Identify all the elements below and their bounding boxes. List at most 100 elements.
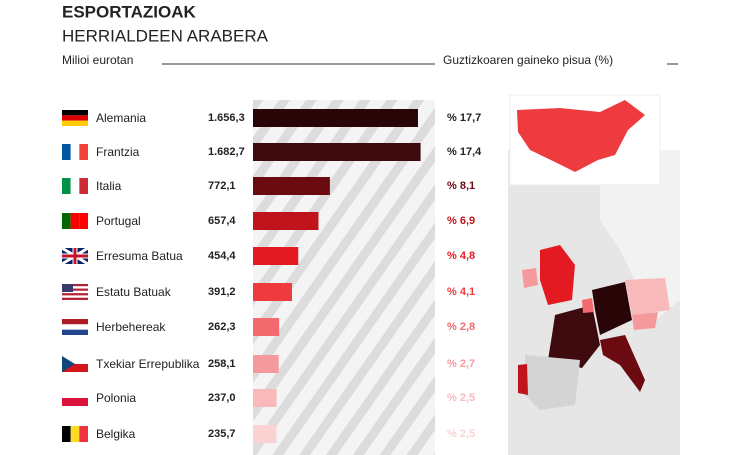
value-label: 1.682,7 xyxy=(208,146,245,158)
share-box xyxy=(440,424,484,444)
label-box xyxy=(92,246,200,266)
bar xyxy=(253,355,279,373)
label-box xyxy=(92,354,200,374)
flag-part xyxy=(62,110,88,116)
value-label: 1.656,3 xyxy=(208,112,245,124)
share-box xyxy=(440,246,484,266)
flag-part xyxy=(62,290,88,294)
share-box xyxy=(440,211,484,231)
flag-part xyxy=(62,356,88,364)
bar xyxy=(253,212,319,230)
bar xyxy=(253,109,418,127)
flag-part xyxy=(62,297,88,300)
map xyxy=(508,94,680,455)
flag xyxy=(62,390,88,406)
share-label: % 2,5 xyxy=(447,392,475,404)
category-label: Frantzia xyxy=(96,145,140,159)
share-axis-label: Guztizkoaren gaineko pisua (%) xyxy=(443,53,613,67)
share-box xyxy=(440,176,484,196)
value-axis-label: Milioi eurotan xyxy=(62,53,133,67)
flag xyxy=(62,426,88,442)
flag-part xyxy=(62,390,88,398)
share-label: % 6,9 xyxy=(447,215,475,227)
value-label: 657,4 xyxy=(208,215,236,227)
share-label: % 2,5 xyxy=(447,428,475,440)
label-box xyxy=(92,176,200,196)
flag xyxy=(62,144,88,160)
flag-part xyxy=(62,284,88,287)
bar xyxy=(253,283,292,301)
label-box xyxy=(92,211,200,231)
flag xyxy=(62,356,88,372)
category-label: Polonia xyxy=(96,391,136,405)
category-label: Erresuma Batua xyxy=(96,249,183,263)
flag-part xyxy=(79,213,88,229)
bar xyxy=(253,389,277,407)
share-label: % 8,1 xyxy=(447,180,475,192)
bar xyxy=(253,425,277,443)
share-box xyxy=(440,282,484,302)
share-label: % 17,7 xyxy=(447,112,481,124)
category-label: Estatu Batuak xyxy=(96,285,172,299)
category-label: Herbehereak xyxy=(96,320,166,334)
flag-part xyxy=(62,120,88,126)
bar xyxy=(253,177,330,195)
flag-part xyxy=(62,398,88,406)
flag-part xyxy=(62,319,88,325)
flag-part xyxy=(62,293,88,296)
share-label: % 2,7 xyxy=(447,358,475,370)
value-label: 454,4 xyxy=(208,250,236,262)
category-label: Belgika xyxy=(96,427,136,441)
share-label: % 17,4 xyxy=(447,146,482,158)
label-box xyxy=(92,142,200,162)
flag-part xyxy=(62,295,88,298)
flag-part xyxy=(79,144,88,160)
flag xyxy=(61,246,89,266)
value-label: 262,3 xyxy=(208,321,236,333)
value-label: 258,1 xyxy=(208,358,236,370)
flag-part xyxy=(62,178,71,194)
flag-part xyxy=(62,286,88,289)
value-label: 772,1 xyxy=(208,180,236,192)
value-label: 235,7 xyxy=(208,428,236,440)
flag-part xyxy=(62,144,71,160)
flag-part xyxy=(70,213,80,229)
flag xyxy=(62,110,88,126)
flag-part xyxy=(70,426,80,442)
value-label: 391,2 xyxy=(208,286,236,298)
flag-part xyxy=(62,115,88,121)
bar xyxy=(253,318,280,336)
share-box xyxy=(440,108,484,128)
share-box xyxy=(440,354,484,374)
share-label: % 4,1 xyxy=(447,286,475,298)
category-label: Alemania xyxy=(96,111,146,125)
flag-part xyxy=(62,213,71,229)
share-box xyxy=(440,317,484,337)
category-label: Italia xyxy=(96,179,122,193)
flag-part xyxy=(70,178,80,194)
category-label: Portugal xyxy=(96,214,141,228)
flag xyxy=(62,178,88,194)
bar xyxy=(253,247,299,265)
flag xyxy=(62,284,88,300)
flag xyxy=(62,319,88,335)
subtitle: HERRIALDEEN ARABERA xyxy=(62,26,269,45)
flag-part xyxy=(79,426,88,442)
flag-part xyxy=(62,426,71,442)
flag-part xyxy=(62,284,73,292)
share-box xyxy=(440,142,484,162)
flag xyxy=(62,213,88,229)
bar xyxy=(253,143,421,161)
share-box xyxy=(440,388,484,408)
flag-part xyxy=(79,178,88,194)
label-box xyxy=(92,424,200,444)
label-box xyxy=(92,108,200,128)
flag-part xyxy=(70,144,80,160)
flag-part xyxy=(62,364,88,372)
flag-part xyxy=(62,324,88,330)
share-label: % 2,8 xyxy=(447,321,475,333)
share-label: % 4,8 xyxy=(447,250,475,262)
flag-part xyxy=(62,356,75,372)
title: ESPORTAZIOAK xyxy=(62,2,197,21)
